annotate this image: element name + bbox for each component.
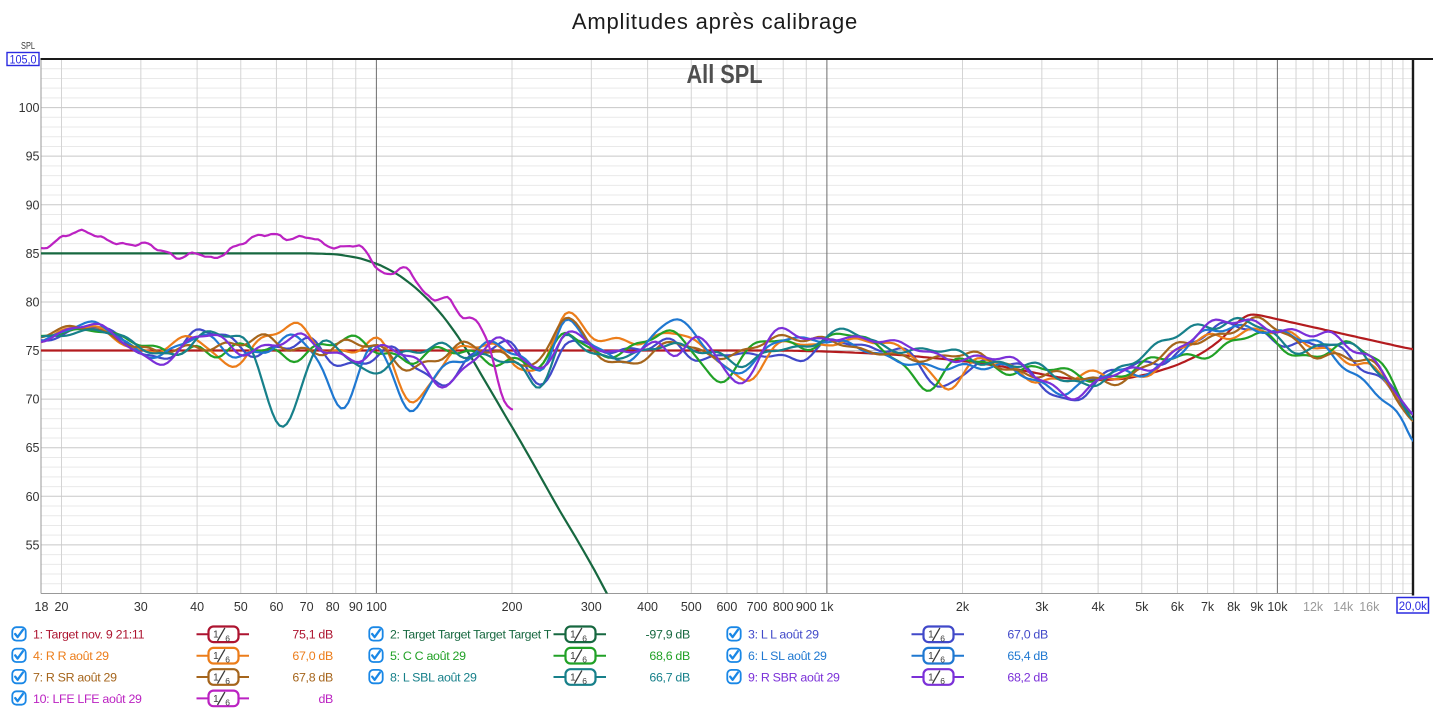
svg-text:1: 1 [570, 651, 576, 662]
svg-text:95: 95 [26, 150, 40, 164]
svg-text:75,1 dB: 75,1 dB [292, 628, 333, 642]
svg-text:1: Target nov. 9 21:11: 1: Target nov. 9 21:11 [33, 628, 145, 642]
svg-text:66,7 dB: 66,7 dB [649, 670, 690, 684]
svg-text:70: 70 [300, 600, 314, 614]
svg-text:6: 6 [225, 633, 230, 643]
svg-text:6: L SL août 29: 6: L SL août 29 [748, 649, 827, 663]
svg-text:18: 18 [35, 600, 49, 614]
svg-text:900: 900 [796, 600, 817, 614]
svg-text:105,0: 105,0 [10, 52, 37, 66]
svg-text:67,0 dB: 67,0 dB [1007, 628, 1048, 642]
svg-text:5: C C août 29: 5: C C août 29 [390, 649, 466, 663]
svg-text:6: 6 [582, 633, 587, 643]
svg-text:6: 6 [225, 697, 230, 707]
svg-text:65: 65 [26, 441, 40, 455]
svg-text:dB: dB [318, 692, 333, 706]
svg-text:70: 70 [26, 393, 40, 407]
svg-text:1: 1 [213, 672, 219, 683]
svg-text:67,8 dB: 67,8 dB [292, 670, 333, 684]
svg-text:8: L SBL août 29: 8: L SBL août 29 [390, 670, 477, 684]
svg-text:30: 30 [134, 600, 148, 614]
svg-text:4: R R août 29: 4: R R août 29 [33, 649, 109, 663]
svg-text:400: 400 [637, 600, 658, 614]
svg-text:65,4 dB: 65,4 dB [1007, 649, 1048, 663]
svg-text:1: 1 [213, 694, 219, 705]
svg-text:4k: 4k [1091, 600, 1105, 614]
svg-text:1: 1 [213, 630, 219, 641]
svg-text:1: 1 [213, 651, 219, 662]
svg-text:2k: 2k [956, 600, 970, 614]
svg-text:300: 300 [581, 600, 602, 614]
svg-text:12k: 12k [1303, 600, 1324, 614]
svg-text:1: 1 [928, 651, 934, 662]
svg-text:1: 1 [928, 672, 934, 683]
svg-text:6: 6 [582, 676, 587, 686]
svg-text:3: L L août 29: 3: L L août 29 [748, 628, 819, 642]
svg-text:80: 80 [26, 295, 40, 309]
svg-text:14k: 14k [1333, 600, 1354, 614]
svg-text:55: 55 [26, 538, 40, 552]
svg-text:1k: 1k [820, 600, 834, 614]
svg-text:3k: 3k [1035, 600, 1049, 614]
svg-text:60: 60 [269, 600, 283, 614]
svg-text:1: 1 [570, 672, 576, 683]
svg-text:6: 6 [225, 676, 230, 686]
svg-text:8k: 8k [1227, 600, 1241, 614]
svg-text:5k: 5k [1135, 600, 1149, 614]
svg-text:200: 200 [502, 600, 523, 614]
svg-text:6: 6 [225, 655, 230, 665]
svg-text:10k: 10k [1267, 600, 1288, 614]
svg-text:-97,9 dB: -97,9 dB [646, 628, 690, 642]
svg-text:6k: 6k [1171, 600, 1185, 614]
svg-text:9: R SBR août 29: 9: R SBR août 29 [748, 670, 840, 684]
svg-text:100: 100 [19, 101, 40, 115]
svg-text:68,2 dB: 68,2 dB [1007, 670, 1048, 684]
svg-text:9k: 9k [1250, 600, 1264, 614]
svg-text:60: 60 [26, 490, 40, 504]
svg-text:85: 85 [26, 247, 40, 261]
svg-text:40: 40 [190, 600, 204, 614]
svg-text:2: Target Target Target Target: 2: Target Target Target Target T [390, 628, 552, 642]
svg-text:600: 600 [716, 600, 737, 614]
svg-text:800: 800 [773, 600, 794, 614]
svg-text:Amplitudes après calibrage: Amplitudes après calibrage [572, 9, 858, 34]
svg-text:68,6 dB: 68,6 dB [649, 649, 690, 663]
svg-text:6: 6 [940, 655, 945, 665]
svg-text:90: 90 [26, 198, 40, 212]
svg-text:700: 700 [747, 600, 768, 614]
svg-text:10: LFE LFE août 29: 10: LFE LFE août 29 [33, 692, 142, 706]
svg-text:75: 75 [26, 344, 40, 358]
svg-text:80: 80 [326, 600, 340, 614]
svg-text:All SPL: All SPL [687, 59, 763, 89]
svg-text:6: 6 [582, 655, 587, 665]
svg-text:7k: 7k [1201, 600, 1215, 614]
svg-text:20,0k: 20,0k [1399, 599, 1428, 613]
svg-text:16k: 16k [1359, 600, 1380, 614]
svg-text:67,0 dB: 67,0 dB [292, 649, 333, 663]
svg-text:20: 20 [55, 600, 69, 614]
svg-text:6: 6 [940, 633, 945, 643]
svg-text:7: R SR août 29: 7: R SR août 29 [33, 670, 117, 684]
svg-text:90: 90 [349, 600, 363, 614]
svg-text:6: 6 [940, 676, 945, 686]
svg-text:SPL: SPL [21, 41, 35, 52]
svg-text:1: 1 [928, 630, 934, 641]
svg-text:500: 500 [681, 600, 702, 614]
svg-text:50: 50 [234, 600, 248, 614]
svg-text:1: 1 [570, 630, 576, 641]
svg-text:100: 100 [366, 600, 387, 614]
